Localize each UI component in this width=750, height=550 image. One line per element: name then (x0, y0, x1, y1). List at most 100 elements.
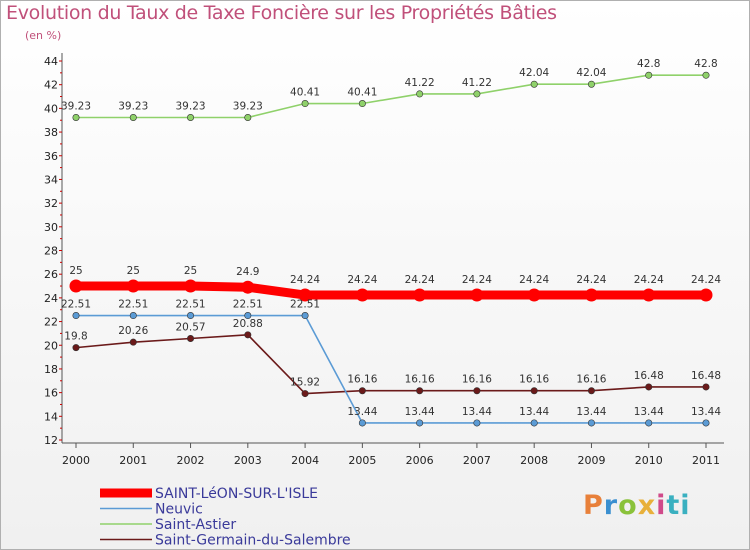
x-tick-label: 2003 (234, 454, 262, 467)
y-tick-label: 20 (44, 339, 58, 352)
legend: SAINT-LéON-SUR-L'ISLENeuvicSaint-AstierS… (100, 486, 351, 549)
data-point (244, 312, 252, 320)
data-label: 24.24 (462, 274, 492, 286)
y-tick-label: 36 (44, 150, 58, 163)
y-tick-label: 18 (44, 363, 58, 376)
data-point (358, 100, 366, 108)
series-line-0 (71, 281, 711, 300)
data-label: 24.24 (519, 274, 549, 286)
data-point (241, 280, 255, 294)
y-tick-label: 38 (44, 126, 58, 139)
y-tick-label: 16 (44, 387, 58, 400)
data-label: 24.24 (634, 274, 664, 286)
data-point (416, 387, 424, 395)
data-point (187, 312, 195, 320)
data-label: 16.16 (462, 374, 492, 386)
data-label: 24.24 (576, 274, 606, 286)
data-label: 13.44 (462, 406, 492, 418)
data-point (413, 288, 427, 302)
y-tick-label: 34 (44, 173, 58, 186)
data-label: 16.16 (519, 374, 549, 386)
y-tick-label: 28 (44, 245, 58, 258)
data-point (72, 312, 80, 320)
x-tick-label: 2006 (406, 454, 434, 467)
data-point (645, 71, 653, 79)
legend-label: Saint-Germain-du-Salembre (155, 533, 351, 549)
data-point (69, 279, 83, 293)
data-label: 42.8 (694, 58, 717, 70)
data-label: 22.51 (118, 299, 148, 311)
x-tick-label: 2010 (635, 454, 663, 467)
data-point (645, 383, 653, 391)
data-label: 16.48 (691, 370, 721, 382)
data-label: 22.51 (233, 299, 263, 311)
series-layer (69, 71, 713, 427)
data-point (244, 331, 252, 339)
y-tick-label: 44 (44, 55, 58, 68)
data-point (473, 90, 481, 98)
data-point (530, 387, 538, 395)
data-point (301, 390, 309, 398)
y-tick-label: 26 (44, 268, 58, 281)
series-line-1 (75, 314, 707, 424)
data-point (699, 288, 713, 302)
data-label: 13.44 (347, 406, 377, 418)
data-label: 41.22 (462, 77, 492, 89)
data-label: 13.44 (634, 406, 664, 418)
legend-label: Saint-Astier (155, 517, 236, 533)
data-point (530, 419, 538, 427)
data-point (587, 419, 595, 427)
data-label: 16.48 (634, 370, 664, 382)
series-line-3 (75, 334, 707, 395)
data-label: 20.26 (118, 325, 148, 337)
data-point (702, 71, 710, 79)
data-point (301, 100, 309, 108)
legend-label: SAINT-LéON-SUR-L'ISLE (155, 486, 318, 502)
data-label: 20.88 (233, 318, 263, 330)
data-point (416, 419, 424, 427)
data-point (530, 80, 538, 88)
data-point (645, 419, 653, 427)
data-label: 24.24 (290, 274, 320, 286)
data-label: 24.9 (236, 266, 259, 278)
data-point (301, 312, 309, 320)
x-tick-label: 2011 (692, 454, 720, 467)
data-label: 20.57 (176, 321, 206, 333)
data-point (587, 80, 595, 88)
data-point (473, 387, 481, 395)
chart-unit-label: (en %) (25, 29, 62, 42)
data-label: 24.24 (347, 274, 377, 286)
y-tick-label: 40 (44, 102, 58, 115)
data-label: 39.23 (118, 100, 148, 112)
data-label: 42.04 (519, 67, 549, 79)
data-point (702, 419, 710, 427)
data-point (470, 288, 484, 302)
data-label: 40.41 (290, 87, 320, 99)
data-label: 16.16 (347, 374, 377, 386)
data-label: 42.04 (576, 67, 606, 79)
y-tick-label: 24 (44, 292, 58, 305)
data-label: 24.24 (405, 274, 435, 286)
series-line-2 (75, 74, 707, 119)
data-label: 15.92 (290, 377, 320, 389)
y-tick-label: 42 (44, 79, 58, 92)
data-point (187, 334, 195, 342)
data-label: 42.8 (637, 58, 660, 70)
x-tick-label: 2009 (577, 454, 605, 467)
data-point (126, 279, 140, 293)
data-label: 24.24 (691, 274, 721, 286)
data-point (358, 419, 366, 427)
data-label: 16.16 (405, 374, 435, 386)
data-label: 39.23 (233, 100, 263, 112)
data-point (642, 288, 656, 302)
data-point (129, 312, 137, 320)
data-point (187, 113, 195, 121)
data-point (244, 113, 252, 121)
data-point (129, 338, 137, 346)
data-point (584, 288, 598, 302)
data-label: 13.44 (576, 406, 606, 418)
data-point (473, 419, 481, 427)
data-label: 13.44 (405, 406, 435, 418)
data-label: 22.51 (290, 299, 320, 311)
